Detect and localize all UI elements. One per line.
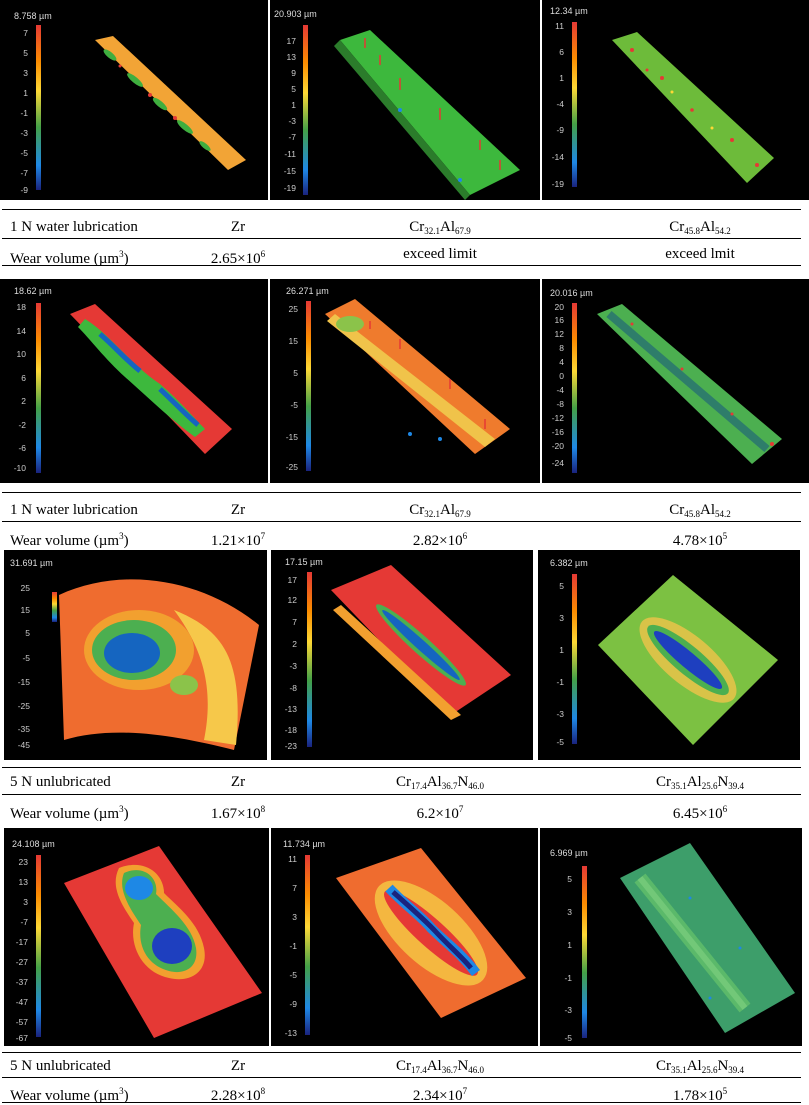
color-scale-bar [36, 25, 41, 190]
table-rule [2, 767, 801, 768]
color-scale-bar [303, 25, 308, 195]
condition-label: 5 N unlubricated [10, 774, 111, 790]
row3-images: 31.691 µm 25 15 5 -5 -15 -25 -35 -45 17.… [0, 550, 809, 760]
scale-max-label: 31.691 µm [10, 558, 53, 568]
material-zr: Zr [230, 1058, 246, 1074]
color-scale-bar [572, 574, 577, 744]
scale-max-label: 24.108 µm [12, 839, 55, 849]
table-rule [2, 1102, 801, 1103]
surface-plot [612, 32, 774, 183]
surface-plot [597, 304, 782, 464]
wear-volume-zr: 2.65×106 [210, 249, 266, 267]
surface-plot [70, 304, 232, 454]
wear-volume-cral-a: 2.82×106 [412, 531, 468, 549]
wear-volume-zr: 2.28×108 [210, 1086, 266, 1104]
surface-plot [64, 846, 262, 1038]
wear-volume-zr: 1.67×108 [210, 804, 266, 822]
color-scale-bar [572, 303, 577, 473]
scale-max-label: 8.758 µm [14, 11, 52, 21]
material-zr: Zr [230, 219, 246, 235]
wear-volume-label: Wear volume (µm3) [10, 249, 129, 267]
material-cral-a: Cr32.1Al67.9 [409, 502, 471, 519]
surface-plot [334, 30, 520, 200]
color-scale-bar [582, 866, 587, 1038]
wear-volume-cral-b: 4.78×105 [672, 531, 728, 549]
scale-max-label: 6.969 µm [550, 848, 588, 858]
wear-table-row4: 5 N unlubricated Zr Cr17.4Al36.7N46.0 Cr… [0, 1046, 809, 1104]
material-craln-a: Cr17.4Al36.7N46.0 [395, 1058, 485, 1075]
color-scale-bar [307, 572, 312, 747]
panel-craln-row3-b: 6.382 µm 5 3 1 -1 -3 -5 [538, 550, 800, 760]
scale-max-label: 18.62 µm [14, 286, 52, 296]
material-zr: Zr [230, 502, 246, 518]
color-scale-bar [36, 855, 41, 1037]
scale-max-label: 12.34 µm [550, 6, 588, 16]
condition-label: 5 N unlubricated [10, 1058, 111, 1074]
scale-max-label: 17.15 µm [285, 557, 323, 567]
color-scale-bar [305, 855, 310, 1035]
wear-volume-cral-a: exceed limit [403, 246, 477, 262]
material-zr: Zr [230, 774, 246, 790]
wear-volume-label: Wear volume (µm3) [10, 1086, 129, 1104]
row4-images: 24.108 µm 23 13 3 -7 -17 -27 -37 -47 -57… [0, 828, 809, 1046]
row1-images: 8.758 µm 7 5 3 1 -1 -3 -5 -7 -9 20.903 µ… [0, 0, 809, 200]
wear-table-row3: 5 N unlubricated Zr Cr17.4Al36.7N46.0 Cr… [0, 760, 809, 826]
color-scale-bar [52, 592, 57, 622]
surface-plot [336, 848, 526, 1018]
surface-plot [59, 579, 259, 750]
panel-cral-row2-a: 26.271 µm 25 15 5 -5 -15 -25 [270, 279, 540, 483]
surface-plot [325, 299, 510, 454]
surface-plot [620, 843, 795, 1033]
wear-volume-craln-b: 1.78×105 [672, 1086, 728, 1104]
condition-label: 1 N water lubrication [10, 219, 138, 235]
panel-craln-row4-b: 6.969 µm 5 3 1 -1 -3 -5 [540, 828, 802, 1046]
material-cral-b: Cr45.8Al54.2 [669, 219, 731, 236]
scale-max-label: 20.903 µm [274, 9, 317, 19]
table-rule [2, 794, 801, 795]
wear-volume-cral-b: exceed lmit [665, 246, 735, 262]
panel-zr-row3: 31.691 µm 25 15 5 -5 -15 -25 -35 -45 [4, 550, 267, 760]
material-craln-b: Cr35.1Al25.6N39.4 [655, 774, 745, 791]
wear-volume-craln-a: 2.34×107 [412, 1086, 468, 1104]
material-cral-a: Cr32.1Al67.9 [409, 219, 471, 236]
row2-images: 18.62 µm 18 14 10 6 2 -2 -6 -10 26.271 µ… [0, 279, 809, 483]
table-rule [2, 238, 801, 239]
panel-craln-row4-a: 11.734 µm 11 7 3 -1 -5 -9 -13 [271, 828, 538, 1046]
wear-volume-label: Wear volume (µm3) [10, 531, 129, 549]
surface-plot [331, 565, 511, 720]
table-rule [2, 1077, 801, 1078]
wear-volume-zr: 1.21×107 [210, 531, 266, 549]
color-scale-bar [36, 303, 41, 473]
panel-cral-row1-b: 12.34 µm 11 6 1 -4 -9 -14 -19 [542, 0, 809, 200]
wear-table-row2: 1 N water lubrication Zr Cr32.1Al67.9 Cr… [0, 483, 809, 549]
color-scale-bar [306, 301, 311, 471]
wear-volume-craln-b: 6.45×106 [672, 804, 728, 822]
material-cral-b: Cr45.8Al54.2 [669, 502, 731, 519]
wear-table-row1: 1 N water lubrication Zr Cr32.1Al67.9 Cr… [0, 200, 809, 267]
scale-max-label: 20.016 µm [550, 288, 593, 298]
surface-plot [598, 575, 778, 745]
scale-max-label: 11.734 µm [283, 839, 326, 849]
panel-cral-row2-b: 20.016 µm 20 16 12 8 4 0 -4 -8 -12 -16 -… [542, 279, 809, 483]
panel-cral-row1-a: 20.903 µm 17 13 9 5 1 -3 -7 -11 -15 -19 [270, 0, 540, 200]
panel-zr-row1: 8.758 µm 7 5 3 1 -1 -3 -5 -7 -9 [0, 0, 268, 200]
material-craln-a: Cr17.4Al36.7N46.0 [395, 774, 485, 791]
table-rule [2, 265, 801, 266]
surface-plot [95, 36, 246, 170]
wear-volume-craln-a: 6.2×107 [416, 804, 464, 822]
wear-volume-label: Wear volume (µm3) [10, 804, 129, 822]
table-rule [2, 492, 801, 493]
table-rule [2, 209, 801, 210]
panel-zr-row2: 18.62 µm 18 14 10 6 2 -2 -6 -10 [0, 279, 268, 483]
table-rule [2, 521, 801, 522]
material-craln-b: Cr35.1Al25.6N39.4 [655, 1058, 745, 1075]
scale-max-label: 6.382 µm [550, 558, 588, 568]
color-scale-bar [572, 22, 577, 187]
panel-zr-row4: 24.108 µm 23 13 3 -7 -17 -27 -37 -47 -57… [4, 828, 269, 1046]
table-rule [2, 1052, 801, 1053]
panel-craln-row3-a: 17.15 µm 17 12 7 2 -3 -8 -13 -18 -23 [271, 550, 533, 760]
condition-label: 1 N water lubrication [10, 502, 138, 518]
scale-max-label: 26.271 µm [286, 286, 329, 296]
